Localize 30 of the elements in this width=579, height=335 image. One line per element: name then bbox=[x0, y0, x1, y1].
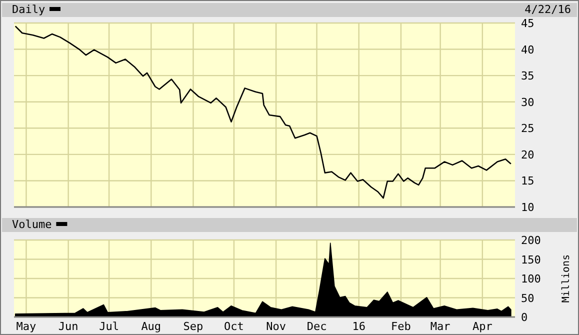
line-series bbox=[14, 26, 512, 199]
x-tick-label: Oct bbox=[224, 320, 244, 333]
text: 4/22/16 bbox=[524, 3, 571, 16]
y-tick-label: 30 bbox=[521, 96, 534, 109]
y-tick-label: 100 bbox=[521, 272, 541, 286]
x-tick-label: Jun bbox=[58, 320, 78, 333]
legend-label: Daily bbox=[12, 3, 46, 16]
y-tick-label: 20 bbox=[521, 148, 534, 162]
x-tick-label: Aug bbox=[141, 320, 162, 333]
y-tick-label: 45 bbox=[521, 17, 534, 30]
x-tick-label: Jul bbox=[99, 320, 119, 333]
x-tick-label: Apr bbox=[472, 320, 493, 333]
y-tick-label: 10 bbox=[521, 201, 534, 214]
x-tick-label: 16 bbox=[352, 320, 366, 333]
x-tick-label: Nov bbox=[266, 320, 286, 333]
legend-label: Volume bbox=[12, 218, 52, 231]
y-tick-label: 25 bbox=[521, 122, 534, 136]
y-tick-label: 50 bbox=[521, 292, 534, 305]
y-axis-title: Millions bbox=[561, 254, 572, 303]
x-tick-label: Mar bbox=[430, 320, 451, 333]
y-tick-label: 15 bbox=[521, 174, 534, 188]
x-tick-label: Sep bbox=[183, 320, 204, 333]
y-tick-label: 0 bbox=[521, 311, 528, 324]
x-tick-label: May bbox=[16, 320, 37, 333]
y-tick-label: 200 bbox=[521, 234, 541, 247]
y-tick-label: 40 bbox=[521, 43, 534, 56]
y-tick-label: 35 bbox=[521, 70, 534, 83]
y-tick-label: 150 bbox=[521, 253, 541, 266]
x-tick-label: Dec bbox=[306, 320, 327, 333]
x-tick-label: Feb bbox=[391, 320, 411, 333]
